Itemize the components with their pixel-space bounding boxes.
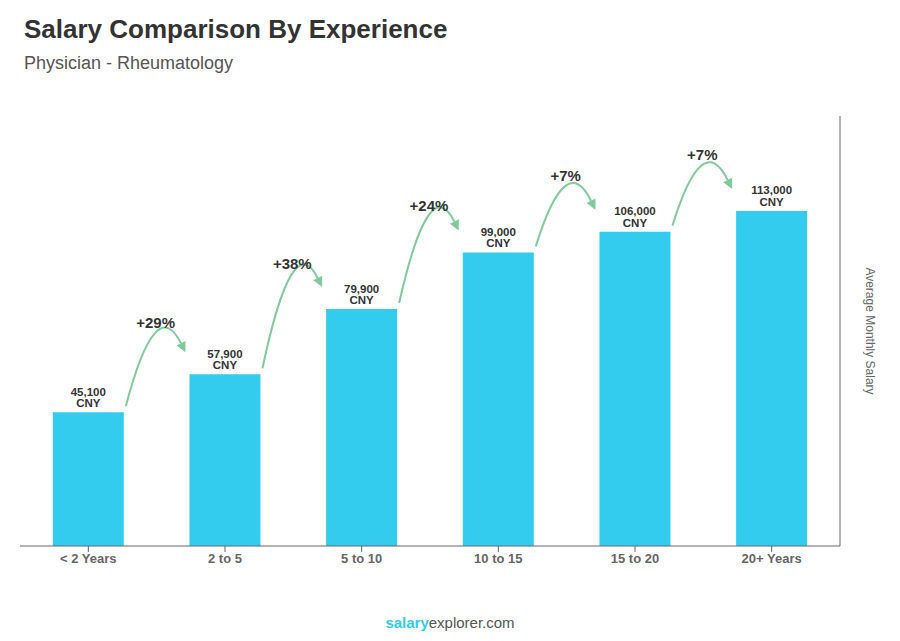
svg-text:+24%: +24%	[410, 197, 449, 214]
svg-text:< 2 Years: < 2 Years	[60, 551, 117, 566]
svg-text:99,000CNY: 99,000CNY	[481, 226, 516, 250]
svg-text:45,100CNY: 45,100CNY	[71, 386, 106, 410]
svg-text:20+ Years: 20+ Years	[742, 551, 802, 566]
html-text:salary explorer.com: salary explorer.com	[385, 614, 515, 631]
svg-text:5 to 10: 5 to 10	[341, 551, 382, 566]
svg-text:113,000CNY: 113,000CNY	[751, 184, 792, 208]
svg-text:+7%: +7%	[550, 167, 580, 184]
html-text:Physician - Rheumatology: Physician - Rheumatology	[24, 53, 234, 73]
html-text:Salary Comparison By Experienc: Salary Comparison By Experience	[24, 14, 448, 44]
svg-text:10 to 15: 10 to 15	[474, 551, 522, 566]
svg-text:+38%: +38%	[273, 255, 312, 272]
svg-text:Average Monthly Salary: Average Monthly Salary	[863, 267, 877, 394]
svg-text:79,900CNY: 79,900CNY	[344, 283, 379, 307]
svg-text:+29%: +29%	[136, 314, 175, 331]
svg-text:15 to 20: 15 to 20	[611, 551, 659, 566]
svg-text:+7%: +7%	[687, 146, 717, 163]
svg-text:106,000CNY: 106,000CNY	[614, 205, 656, 229]
svg-text:57,900CNY: 57,900CNY	[207, 348, 242, 372]
svg-text:2 to 5: 2 to 5	[208, 551, 242, 566]
